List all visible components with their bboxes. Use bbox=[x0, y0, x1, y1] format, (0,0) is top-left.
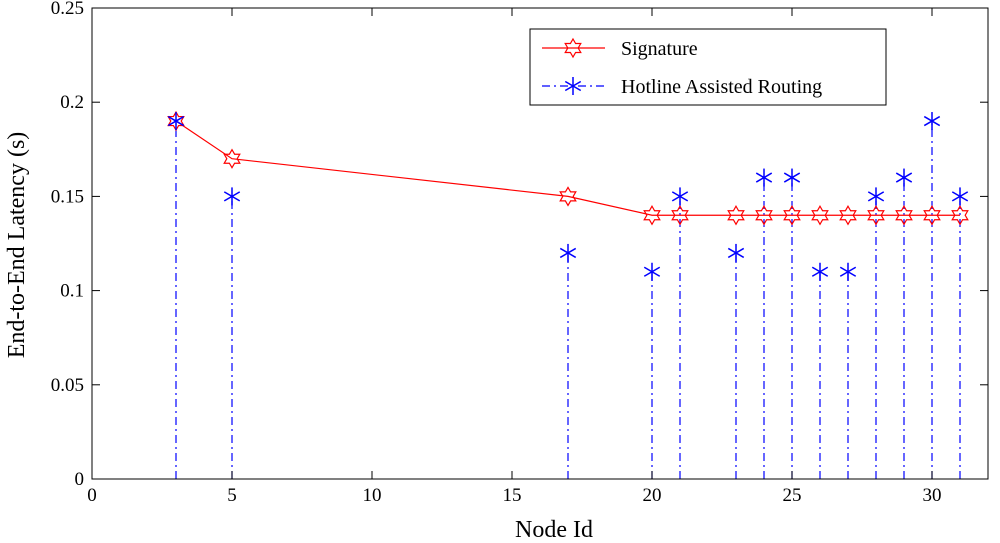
legend: Signature Hotline Assisted Routing bbox=[529, 28, 887, 106]
x-tick-label: 5 bbox=[227, 485, 237, 506]
signature-point bbox=[559, 186, 577, 207]
signature-point bbox=[783, 205, 801, 226]
signature-point bbox=[839, 205, 857, 226]
hotline-series bbox=[167, 112, 969, 281]
signature-point bbox=[643, 205, 661, 226]
y-tick-label: 0.1 bbox=[60, 281, 84, 302]
y-tick-label: 0.25 bbox=[51, 0, 84, 19]
signature-point bbox=[223, 148, 241, 169]
legend-hexagram-marker bbox=[564, 37, 582, 59]
y-tick-label: 0.05 bbox=[51, 375, 84, 396]
hotline-point bbox=[643, 262, 661, 281]
hotline-point bbox=[755, 168, 773, 187]
hotline-point bbox=[923, 112, 941, 131]
hotline-point bbox=[811, 262, 829, 281]
x-axis-title: Node Id bbox=[515, 517, 593, 543]
hotline-point bbox=[727, 243, 745, 262]
axes bbox=[91, 7, 989, 480]
x-tick-label: 30 bbox=[923, 485, 942, 506]
x-tick-label: 10 bbox=[363, 485, 382, 506]
y-tick-labels: 0 0.05 0.1 0.15 0.2 0.25 bbox=[51, 0, 84, 490]
y-tick-label: 0.15 bbox=[51, 186, 84, 207]
x-tick-label: 20 bbox=[643, 485, 662, 506]
legend-box bbox=[529, 28, 887, 106]
x-tick-label: 0 bbox=[87, 485, 97, 506]
y-tick-label: 0 bbox=[75, 469, 85, 490]
legend-signature-marker bbox=[564, 37, 582, 59]
y-tick-label: 0.2 bbox=[60, 92, 84, 113]
legend-hotline-marker bbox=[564, 77, 582, 95]
y-axis-title: End-to-End Latency (s) bbox=[4, 132, 30, 359]
legend-asterisk-marker bbox=[564, 77, 582, 95]
plot-frame bbox=[91, 7, 989, 480]
hotline-point bbox=[167, 112, 185, 131]
hotline-point bbox=[951, 187, 969, 206]
hotline-point bbox=[671, 187, 689, 206]
signature-point bbox=[895, 205, 913, 226]
hotline-point bbox=[839, 262, 857, 281]
stem-lines bbox=[175, 121, 961, 479]
hotline-point bbox=[223, 187, 241, 206]
signature-point bbox=[951, 205, 969, 226]
hotline-point bbox=[783, 168, 801, 187]
signature-line bbox=[175, 120, 960, 216]
hotline-point bbox=[867, 187, 885, 206]
signature-point bbox=[811, 205, 829, 226]
signature-point bbox=[755, 205, 773, 226]
signature-point bbox=[923, 205, 941, 226]
signature-series bbox=[167, 110, 969, 226]
hotline-point bbox=[559, 243, 577, 262]
legend-hotline-label: Hotline Assisted Routing bbox=[621, 76, 822, 98]
x-tick-label: 25 bbox=[783, 485, 802, 506]
legend-signature-label: Signature bbox=[621, 38, 698, 60]
hotline-point bbox=[895, 168, 913, 187]
signature-point bbox=[727, 205, 745, 226]
tick-marks bbox=[91, 7, 988, 480]
signature-point bbox=[867, 205, 885, 226]
x-tick-label: 15 bbox=[503, 485, 522, 506]
x-tick-labels: 0 5 10 15 20 25 30 bbox=[87, 485, 941, 506]
signature-point bbox=[671, 205, 689, 226]
